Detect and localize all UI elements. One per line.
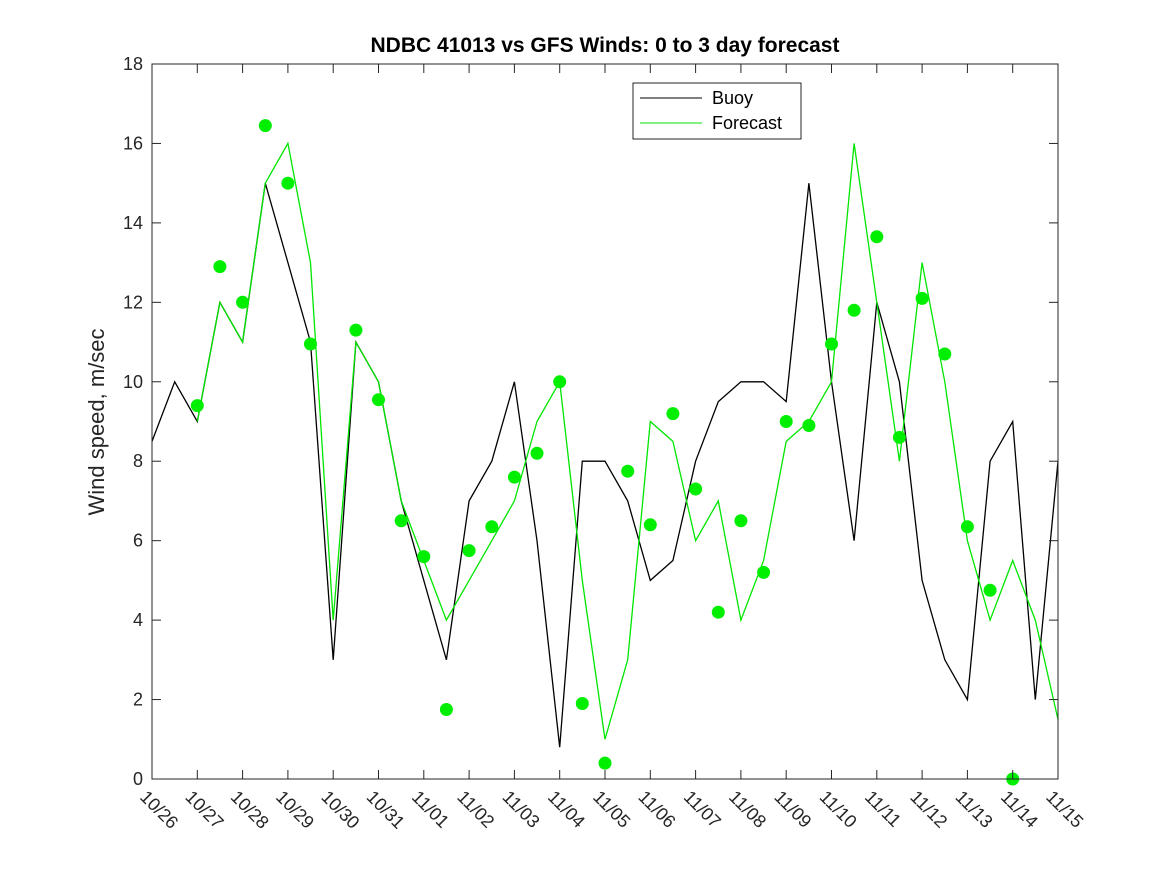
forecast-point (825, 337, 838, 351)
y-tick-label: 6 (133, 531, 143, 551)
y-tick-label: 8 (133, 451, 143, 471)
legend-box (632, 82, 802, 140)
forecast-point (779, 415, 793, 428)
forecast-point (621, 464, 635, 478)
forecast-point (938, 347, 952, 361)
y-tick-label: 4 (133, 610, 143, 630)
y-tick-label: 0 (133, 769, 143, 789)
forecast-point (304, 337, 317, 351)
plot-area (152, 64, 1058, 779)
forecast-point (462, 544, 476, 558)
forecast-point (757, 565, 771, 579)
forecast-point (507, 470, 521, 484)
forecast-point (372, 393, 385, 407)
legend-buoy-label: Buoy (712, 88, 753, 108)
legend-forecast-label: Forecast (712, 113, 782, 133)
forecast-point (711, 605, 725, 619)
forecast-point (983, 583, 997, 597)
forecast-point (689, 482, 703, 496)
forecast-point (553, 375, 567, 389)
forecast-point (575, 697, 589, 710)
forecast-point (236, 295, 250, 309)
forecast-point (802, 419, 816, 432)
forecast-point (960, 520, 974, 534)
y-tick-label: 18 (123, 54, 143, 74)
y-tick-label: 10 (123, 372, 143, 392)
forecast-point (439, 703, 453, 716)
forecast-point (485, 520, 499, 534)
forecast-point (190, 399, 204, 413)
forecast-point (734, 514, 748, 528)
legend: Buoy Forecast (632, 82, 802, 140)
forecast-point (892, 430, 906, 444)
y-axis-label: Wind speed, m/sec (84, 328, 109, 515)
y-tick-label: 2 (133, 690, 143, 710)
y-tick-label: 16 (123, 133, 143, 153)
y-tick-label: 14 (123, 213, 143, 233)
forecast-point (847, 303, 861, 317)
forecast-point (643, 518, 657, 532)
chart-title: NDBC 41013 vs GFS Winds: 0 to 3 day fore… (371, 34, 840, 57)
series-layer (151, 119, 1059, 786)
forecast-point (258, 119, 272, 133)
y-tick-label: 12 (123, 292, 143, 312)
buoy-series-line (151, 183, 1059, 748)
forecast-point (598, 756, 612, 770)
forecast-point (417, 550, 431, 564)
forecast-point (915, 291, 929, 305)
forecast-point (530, 446, 544, 460)
forecast-point (666, 407, 680, 421)
forecast-point (870, 230, 884, 244)
forecast-point (213, 260, 227, 274)
forecast-point (349, 323, 363, 337)
forecast-point (281, 176, 295, 190)
forecast-series-line (196, 141, 1059, 740)
forecast-point (394, 514, 408, 528)
